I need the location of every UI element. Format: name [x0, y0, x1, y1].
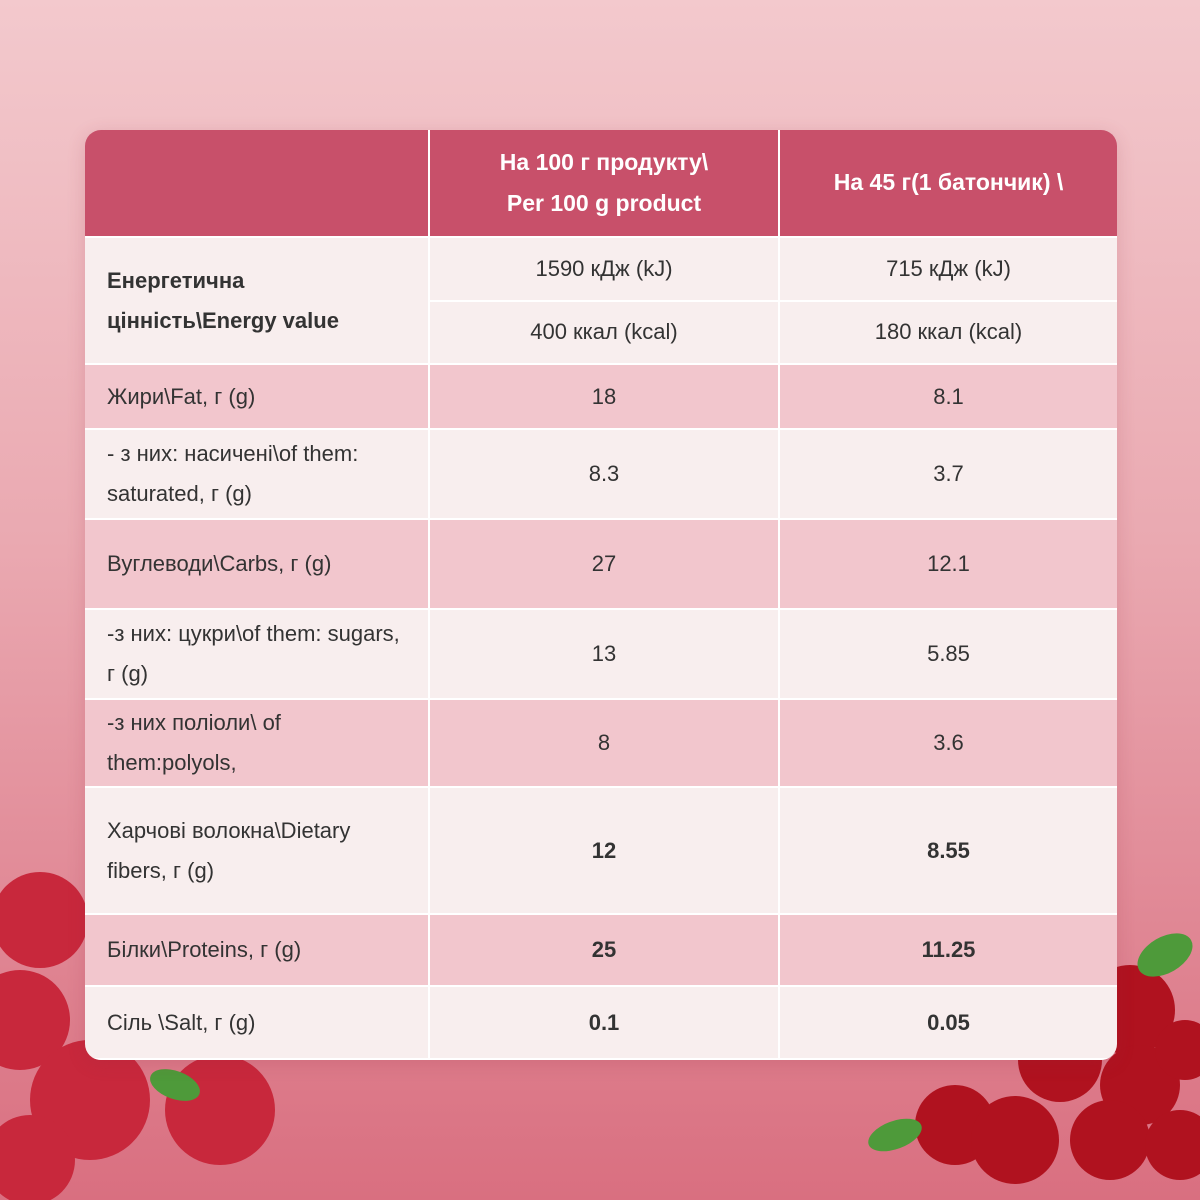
- header-text: На 45 г(1 батончик) \: [833, 169, 1064, 196]
- value-text: 715 кДж (kJ): [886, 255, 1011, 281]
- value-cell: 27: [430, 520, 780, 610]
- value-cell: 8.1: [780, 365, 1117, 430]
- row-label: Сіль \Salt, г (g): [85, 987, 430, 1060]
- nutrition-table: На 100 г продукту\ Per 100 g product На 45…: [85, 130, 1117, 1060]
- row-label: Білки\Proteins, г (g): [85, 915, 430, 987]
- value-text: 180 ккал (kcal): [780, 299, 1117, 364]
- value-cell: 0.05: [780, 987, 1117, 1060]
- header-cell: На 100 г продукту\ Per 100 g product: [430, 130, 780, 238]
- row-label: -з них поліоли\ of them:polyols,: [85, 700, 430, 788]
- value-text: 1590 кДж (kJ): [535, 255, 673, 281]
- value-cell: 3.7: [780, 430, 1117, 520]
- header-cell: [85, 130, 430, 238]
- value-cell: 12: [430, 788, 780, 915]
- header-text: На 100 г продукту\: [499, 148, 709, 175]
- row-label: Вуглеводи\Carbs, г (g): [85, 520, 430, 610]
- value-text: 400 ккал (kcal): [430, 299, 778, 364]
- value-cell: 8.3: [430, 430, 780, 520]
- value-cell: 8: [430, 700, 780, 788]
- header-cell: На 45 г(1 батончик) \: [780, 130, 1117, 238]
- row-label: Харчові волокна\Dietary fibers, г (g): [85, 788, 430, 915]
- value-cell: 13: [430, 610, 780, 700]
- row-label: -з них: цукри\of them: sugars, г (g): [85, 610, 430, 700]
- value-cell: 0.1: [430, 987, 780, 1060]
- value-cell: 3.6: [780, 700, 1117, 788]
- value-cell: 5.85: [780, 610, 1117, 700]
- row-label: - з них: насичені\of them: saturated, г …: [85, 430, 430, 520]
- value-cell: 715 кДж (kJ) 180 ккал (kcal): [780, 238, 1117, 365]
- value-cell: 18: [430, 365, 780, 430]
- row-label: Жири\Fat, г (g): [85, 365, 430, 430]
- value-cell: 8.55: [780, 788, 1117, 915]
- value-cell: 11.25: [780, 915, 1117, 987]
- value-cell: 1590 кДж (kJ) 400 ккал (kcal): [430, 238, 780, 365]
- value-cell: 12.1: [780, 520, 1117, 610]
- value-cell: 25: [430, 915, 780, 987]
- row-label: Енергетична цінність\Energy value: [85, 238, 430, 365]
- header-text: Per 100 g product: [506, 190, 702, 216]
